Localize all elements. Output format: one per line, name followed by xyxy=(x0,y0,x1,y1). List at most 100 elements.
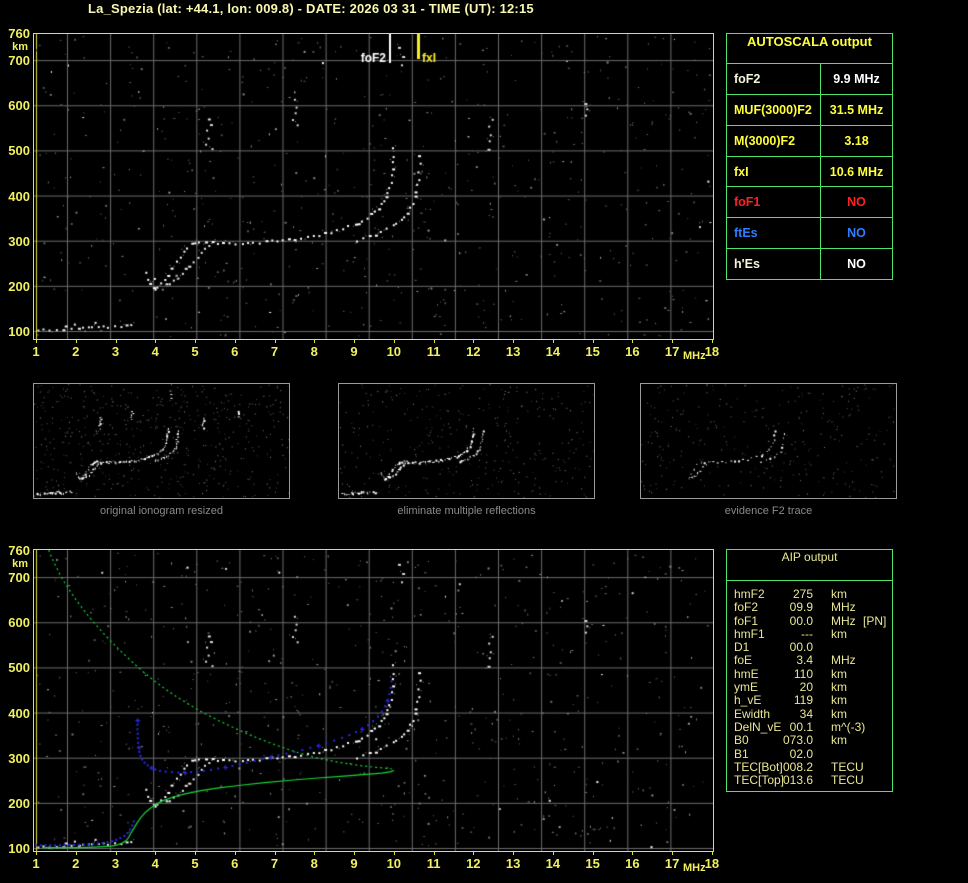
x-axis-tick-mark xyxy=(75,852,77,855)
x-axis-unit-label: MHz xyxy=(683,350,706,362)
parameter-unit: TECU xyxy=(831,759,864,774)
x-axis-tick-mark xyxy=(195,852,197,855)
aip-table-row: DelN_vE 00.1 m^(-3) xyxy=(727,719,892,734)
x-axis-tick-label: 16 xyxy=(625,856,640,871)
x-axis-tick-label: 14 xyxy=(545,344,561,359)
x-axis-tick-label: 17 xyxy=(664,344,680,359)
parameter-label: foF2 xyxy=(727,64,821,94)
y-axis-tick-label: 100 xyxy=(8,324,30,339)
x-axis-tick-label: 17 xyxy=(664,856,680,871)
x-axis-tick-mark xyxy=(513,340,515,343)
parameter-value: 3.18 xyxy=(844,133,869,148)
thumbnail-eliminate-reflections xyxy=(338,383,595,499)
x-axis-tick-mark xyxy=(473,340,475,343)
x-axis-tick-label: 15 xyxy=(585,344,600,359)
x-axis-tick-mark xyxy=(75,340,77,343)
aip-table-row: D1 00.0 xyxy=(727,640,892,655)
x-axis-tick-mark xyxy=(314,852,316,855)
parameter-label: h_vE xyxy=(734,693,762,708)
x-axis-tick-label: 6 xyxy=(231,344,239,359)
thumbnail-canvas-original xyxy=(34,384,289,498)
x-axis-tick-label: 12 xyxy=(466,856,481,871)
parameter-label: foF1 xyxy=(727,187,821,218)
x-axis-tick-label: 10 xyxy=(386,344,402,359)
aip-table-row: hmF2 275 km xyxy=(727,587,892,601)
aip-table-row: foF2 09.9 MHz xyxy=(727,600,892,615)
x-axis-tick-mark xyxy=(234,852,236,855)
parameter-label: TEC[Top] xyxy=(734,773,785,788)
parameter-value: 34 xyxy=(799,706,813,721)
y-axis-unit-label: km xyxy=(12,558,28,570)
parameter-label: ftEs xyxy=(727,218,821,249)
parameter-value: 00.0 xyxy=(789,640,813,655)
ionogram-plot-bottom xyxy=(33,549,714,852)
aip-table-row: foF1 00.0 MHz [PN] xyxy=(727,613,892,628)
parameter-unit: TECU xyxy=(831,773,864,788)
x-axis-tick-mark xyxy=(632,340,634,343)
parameter-label: Ewidth xyxy=(734,706,771,721)
parameter-value: 119 xyxy=(793,693,813,708)
y-axis-tick-label: 300 xyxy=(8,233,30,249)
x-axis-tick-mark xyxy=(632,852,634,855)
x-axis-tick-mark xyxy=(354,852,356,855)
y-axis-tick-label: 200 xyxy=(8,795,30,811)
x-axis-unit-label: MHz xyxy=(683,862,706,874)
x-axis-tick-mark xyxy=(592,340,594,343)
x-axis-tick-mark xyxy=(672,852,674,855)
x-axis-tick-mark xyxy=(592,852,594,855)
parameter-unit: m^(-3) xyxy=(831,719,866,734)
x-axis-tick-label: 7 xyxy=(270,344,279,359)
x-axis-tick-label: 5 xyxy=(191,344,199,359)
autoscala-table: AUTOSCALA output foF2 9.9 MHz MUF(3000)F2 3… xyxy=(726,33,893,280)
parameter-value: 008.2 xyxy=(782,759,813,774)
x-axis-tick-label: 9 xyxy=(350,856,358,871)
parameter-value: 3.4 xyxy=(796,653,813,668)
aip-table-row: TEC[Top] 013.6 TECU xyxy=(727,773,892,788)
y-axis-tick-label: 200 xyxy=(8,278,30,294)
parameter-unit: MHz xyxy=(831,653,856,668)
x-axis-tick-label: 4 xyxy=(151,856,159,871)
x-axis-tick-label: 2 xyxy=(72,856,80,871)
x-axis-tick-label: 13 xyxy=(505,344,521,359)
y-axis-tick-label: 400 xyxy=(8,705,30,721)
parameter-label: hmE xyxy=(734,666,759,681)
x-axis-tick-label: 4 xyxy=(151,344,159,359)
parameter-value: 275 xyxy=(792,587,813,601)
parameter-label: B0 xyxy=(734,733,749,748)
parameter-value: 10.6 MHz xyxy=(829,164,884,179)
x-axis-tick-label: 7 xyxy=(270,856,279,871)
x-axis-tick-mark xyxy=(274,340,276,343)
parameter-unit: km xyxy=(831,693,847,708)
x-axis-tick-mark xyxy=(36,340,37,343)
x-axis-tick-label: 9 xyxy=(350,344,358,359)
aip-table-row: TEC[Bot] 008.2 TECU xyxy=(727,759,892,774)
parameter-value: 02.0 xyxy=(789,746,813,761)
thumbnail-caption-evidence-f2-trace: evidence F2 trace xyxy=(724,505,813,517)
parameter-label: foF2 xyxy=(734,600,759,615)
x-axis-tick-mark xyxy=(115,852,117,855)
x-axis-tick-label: 10 xyxy=(386,856,402,871)
thumbnail-caption-original: original ionogram resized xyxy=(100,505,223,517)
parameter-value: 00.0 xyxy=(789,613,813,628)
x-axis-tick-mark xyxy=(36,852,37,855)
x-axis-tick-mark xyxy=(314,340,316,343)
x-axis-tick-label: 16 xyxy=(625,344,640,359)
x-axis-tick-label: 2 xyxy=(72,344,80,359)
aip-table-row: hmE 110 km xyxy=(727,666,892,681)
aip-table-body: hmF2 275 km foF2 09.9 MHz foF1 00.0 MHz [PN] hmF1 -… xyxy=(727,587,892,788)
parameter-label: foF1 xyxy=(734,613,759,628)
aip-table-row: B1 02.0 xyxy=(727,746,892,761)
aip-table: AIP output hmF2 275 km foF2 09.9 MHz foF1 00.0 M… xyxy=(726,549,893,792)
autoscala-table-row: M(3000)F2 3.18 xyxy=(727,125,892,157)
x-axis-tick-mark xyxy=(552,340,554,343)
autoscala-table-row: foF2 9.9 MHz xyxy=(727,64,892,95)
parameter-value: 9.9 MHz xyxy=(833,71,880,86)
parameter-value: 00.1 xyxy=(789,719,813,734)
x-axis-tick-label: 11 xyxy=(426,856,441,871)
y-axis-tick-label: 760 xyxy=(8,26,30,41)
parameter-value: 20 xyxy=(799,680,813,695)
parameter-label: h'Es xyxy=(727,249,821,280)
y-axis-tick-label: 760 xyxy=(8,543,30,558)
parameter-unit: km xyxy=(831,680,847,695)
